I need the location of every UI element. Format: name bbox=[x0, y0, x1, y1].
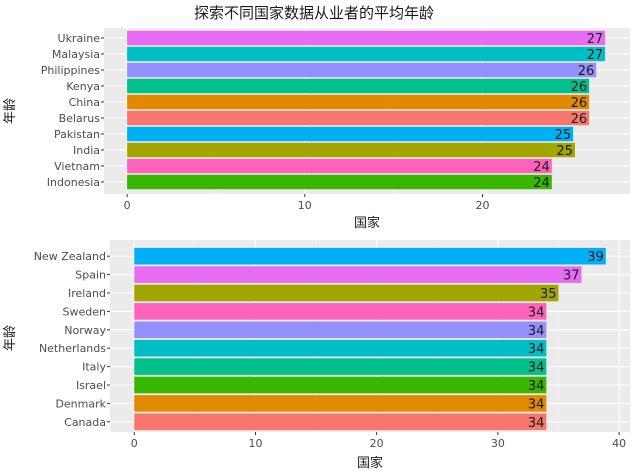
y-tick-label: Belarus bbox=[59, 112, 101, 125]
x-axis-title: 国家 bbox=[354, 215, 380, 231]
bar-ukraine bbox=[127, 30, 606, 46]
data-label: 34 bbox=[528, 397, 545, 412]
y-tick-label: New Zealand bbox=[34, 250, 106, 263]
chart-panel-top: 27 Ukraine 27 Malaysia 26 Philippines 26 Kenya 2… bbox=[3, 28, 630, 231]
data-label: 34 bbox=[528, 305, 545, 320]
bar-sweden bbox=[134, 303, 547, 320]
y-tick-label: Netherlands bbox=[39, 342, 106, 355]
data-label: 35 bbox=[540, 287, 557, 302]
y-tick-label: Denmark bbox=[55, 397, 106, 410]
data-label: 34 bbox=[528, 379, 545, 394]
y-tick-label: Vietnam bbox=[54, 160, 100, 173]
y-tick-label: Malaysia bbox=[52, 48, 100, 61]
data-label: 26 bbox=[571, 96, 588, 111]
bar-canada bbox=[134, 413, 547, 431]
bar-belarus bbox=[127, 110, 590, 126]
x-tick-label: 30 bbox=[491, 437, 505, 450]
y-tick-label: Pakistan bbox=[54, 128, 100, 141]
bar-vietnam bbox=[127, 158, 552, 174]
bar-spain bbox=[134, 266, 582, 283]
y-tick-label: Philippines bbox=[41, 64, 101, 77]
y-tick-label: Italy bbox=[82, 361, 106, 374]
y-tick-label: Ukraine bbox=[58, 32, 101, 45]
x-tick-label: 10 bbox=[248, 437, 262, 450]
y-tick-label: Kenya bbox=[66, 80, 100, 93]
bar-netherlands bbox=[134, 339, 547, 357]
bar-malaysia bbox=[127, 46, 606, 62]
bar-israel bbox=[134, 376, 547, 394]
data-label: 34 bbox=[528, 416, 545, 431]
x-tick-label: 20 bbox=[370, 437, 384, 450]
x-tick-label: 20 bbox=[476, 199, 490, 212]
y-axis-title: 年龄 bbox=[3, 98, 18, 124]
bar-philippines bbox=[127, 62, 597, 78]
x-axis-title: 国家 bbox=[357, 455, 383, 471]
y-tick-label: India bbox=[73, 144, 100, 157]
bar-italy bbox=[134, 358, 547, 375]
y-tick-label: Norway bbox=[64, 324, 106, 337]
data-label: 25 bbox=[556, 144, 573, 159]
data-label: 25 bbox=[555, 128, 572, 143]
data-label: 24 bbox=[533, 176, 550, 191]
chart-title: 探索不同国家数据从业者的平均年龄 bbox=[194, 4, 434, 22]
x-tick-label: 0 bbox=[124, 199, 131, 212]
data-label: 26 bbox=[578, 64, 595, 79]
y-tick-label: Ireland bbox=[68, 287, 106, 300]
bar-new-zealand bbox=[134, 247, 606, 265]
chart-panel-bottom: 39 New Zealand 37 Spain 35 Ireland 34 Sweden 34 N… bbox=[3, 240, 630, 471]
data-label: 27 bbox=[587, 32, 604, 47]
data-label: 27 bbox=[587, 48, 604, 63]
data-label: 26 bbox=[571, 112, 588, 127]
bar-denmark bbox=[134, 395, 547, 412]
y-tick-label: Indonesia bbox=[47, 176, 100, 189]
bar-pakistan bbox=[127, 126, 574, 142]
bar-norway bbox=[134, 321, 547, 339]
data-label: 39 bbox=[587, 250, 604, 265]
data-label: 34 bbox=[528, 361, 545, 376]
data-label: 37 bbox=[563, 269, 580, 284]
x-tick-label: 10 bbox=[298, 199, 312, 212]
data-label: 34 bbox=[528, 342, 545, 357]
bar-ireland bbox=[134, 284, 559, 302]
data-label: 34 bbox=[528, 324, 545, 339]
bar-india bbox=[127, 142, 575, 158]
x-tick-label: 0 bbox=[131, 437, 138, 450]
bar-indonesia bbox=[127, 174, 552, 190]
y-tick-label: China bbox=[69, 96, 100, 109]
bar-china bbox=[127, 94, 590, 110]
y-tick-label: Sweden bbox=[63, 305, 106, 318]
x-tick-label: 40 bbox=[612, 437, 626, 450]
data-label: 26 bbox=[571, 80, 588, 95]
data-label: 24 bbox=[533, 160, 550, 175]
y-tick-label: Canada bbox=[64, 416, 106, 429]
y-tick-label: Israel bbox=[76, 379, 106, 392]
y-tick-label: Spain bbox=[75, 269, 106, 282]
y-axis-title: 年龄 bbox=[3, 325, 18, 351]
bar-kenya bbox=[127, 78, 590, 94]
